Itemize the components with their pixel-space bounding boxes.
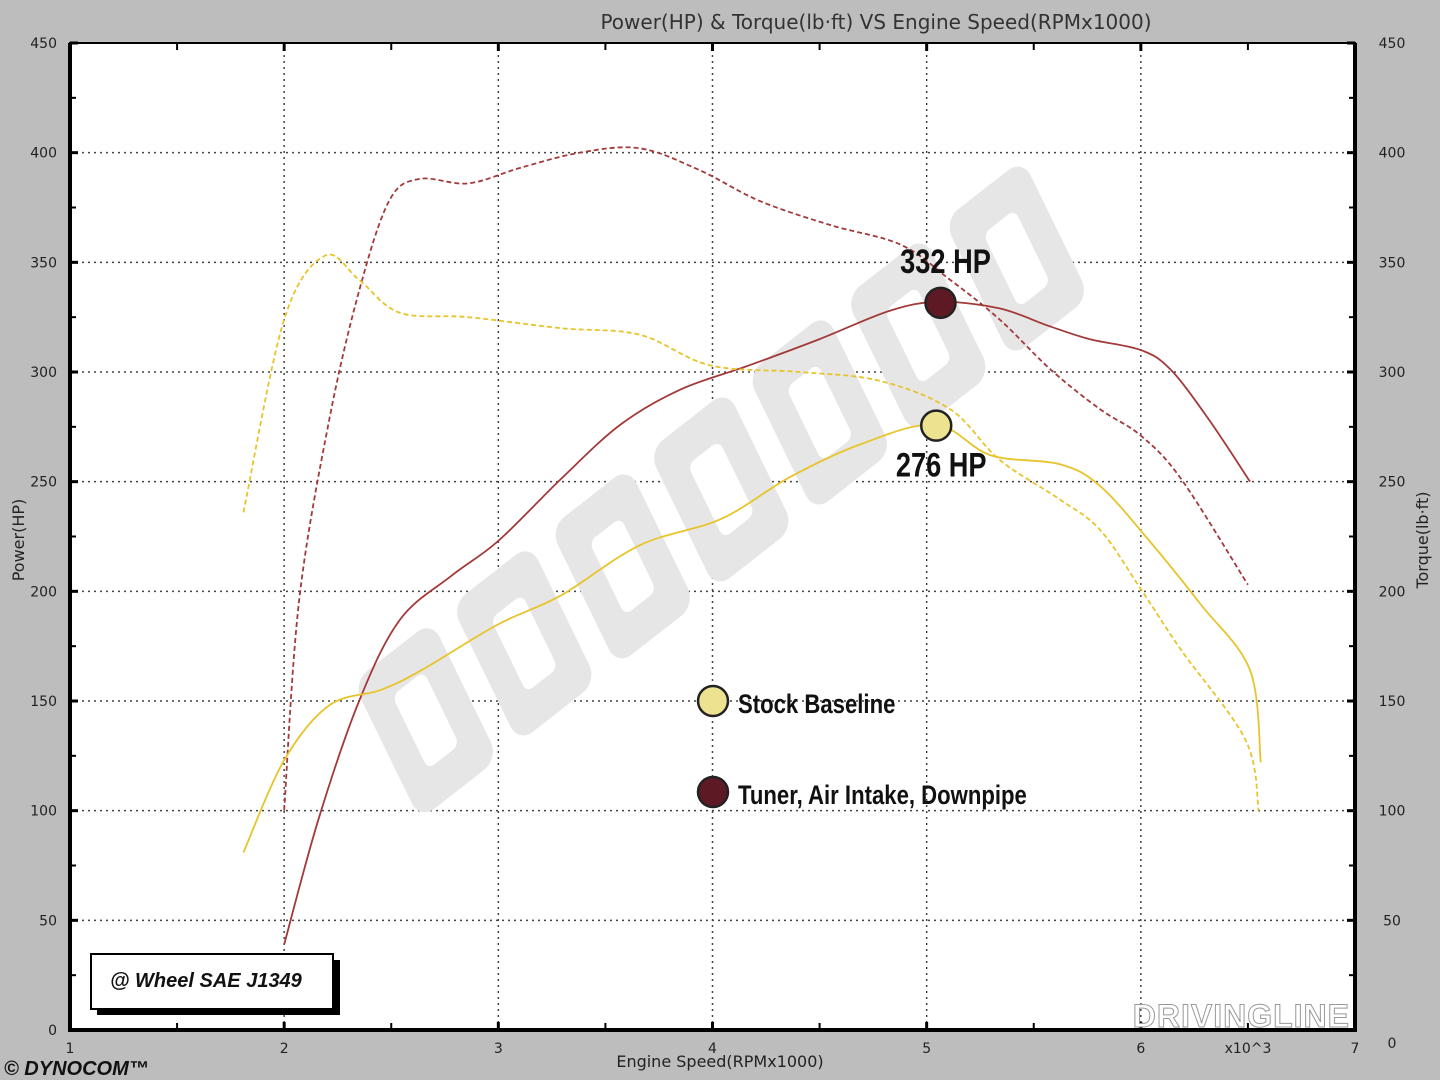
y-tick-left: 300 — [30, 365, 57, 381]
legend-label: Stock Baseline — [738, 690, 895, 720]
x-tick: 3 — [494, 1041, 503, 1057]
y-tick-left: 400 — [30, 146, 57, 162]
y-tick-right: 0 — [1388, 1036, 1397, 1052]
note-box: @ Wheel SAE J1349 — [90, 953, 340, 1015]
legend-label: Tuner, Air Intake, Downpipe — [738, 781, 1027, 811]
y-tick-right: 250 — [1379, 475, 1406, 491]
series-torque-stock-baseline — [242, 253, 1260, 811]
x-multiplier-label: x10^3 — [1225, 1041, 1272, 1057]
y-tick-right: 100 — [1379, 804, 1406, 820]
watermark-letter-counter — [985, 212, 1048, 305]
x-tick: 7 — [1351, 1041, 1360, 1057]
watermark-letter-counter — [887, 289, 950, 382]
x-tick: 2 — [280, 1041, 289, 1057]
series-power-stock-baseline — [242, 423, 1262, 853]
y-tick-left: 450 — [30, 36, 57, 52]
y-tick-right: 450 — [1379, 36, 1406, 52]
note-box-text: @ Wheel SAE J1349 — [110, 970, 303, 992]
y-tick-left: 200 — [30, 584, 57, 600]
legend-marker — [696, 775, 730, 809]
chart-title: Power(HP) & Torque(lb·ft) VS Engine Spee… — [600, 10, 1151, 34]
axes-ticks: 0 0 50 50 100 100 150 150 200 200 250 250 300 300 350 3… — [30, 36, 1405, 1057]
watermark-letter-counter — [591, 520, 654, 613]
y-axis-right-label: Torque(lb·ft) — [1413, 491, 1432, 589]
series-group — [242, 146, 1262, 945]
y-tick-right: 50 — [1383, 913, 1401, 929]
series-power-tuner-air-intake-downpipe — [283, 300, 1251, 945]
x-tick: 4 — [708, 1041, 717, 1057]
y-tick-left: 250 — [30, 475, 57, 491]
y-tick-left: 350 — [30, 255, 57, 271]
x-tick: 6 — [1136, 1041, 1145, 1057]
annotation-label: 332 HP — [900, 242, 991, 281]
y-tick-right: 150 — [1379, 694, 1406, 710]
y-tick-left: 150 — [30, 694, 57, 710]
watermark-letter-counter — [493, 597, 556, 689]
watermark-letter-counter — [394, 674, 457, 766]
annotation-marker — [924, 286, 957, 320]
series-torque-tuner-air-intake-downpipe — [283, 146, 1249, 811]
y-tick-left: 0 — [48, 1023, 57, 1039]
annotation-marker — [919, 409, 953, 442]
dynocom-watermark — [358, 166, 1084, 813]
x-axis-label: Engine Speed(RPMx1000) — [616, 1052, 823, 1071]
y-tick-right: 400 — [1379, 146, 1406, 162]
x-tick: 5 — [922, 1041, 931, 1057]
watermark-letter-counter — [690, 443, 753, 536]
y-tick-left: 50 — [39, 913, 57, 929]
annotation-label: 276 HP — [896, 446, 987, 485]
legend-marker — [696, 684, 730, 718]
watermark-letter-counter — [788, 366, 851, 459]
dynocom-logo: © DYNOCOM™ — [4, 1058, 149, 1080]
y-tick-left: 100 — [30, 804, 57, 820]
drivingline-logo: DRIVINGLINE — [1133, 998, 1350, 1034]
y-tick-right: 350 — [1379, 255, 1406, 271]
y-tick-right: 200 — [1379, 584, 1406, 600]
x-tick: 1 — [66, 1041, 75, 1057]
y-tick-right: 300 — [1379, 365, 1406, 381]
y-axis-left-label: Power(HP) — [9, 499, 28, 582]
annotations: 332 HP 276 HP Stock Baseline Tuner, Air Int… — [696, 242, 1027, 811]
